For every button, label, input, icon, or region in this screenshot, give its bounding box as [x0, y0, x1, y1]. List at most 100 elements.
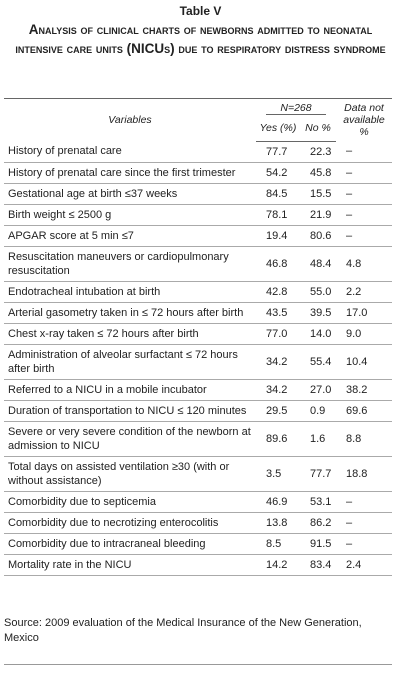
- yes-value: 77.0: [256, 323, 300, 345]
- no-value: 53.1: [300, 491, 336, 513]
- table-row: History of prenatal care 77.7 22.3–: [4, 141, 392, 163]
- not-available-value: –: [336, 225, 392, 247]
- bottom-rule: [4, 664, 392, 665]
- yes-value: 42.8: [256, 281, 300, 303]
- data-table: Variables N=268 Data not available % Yes…: [4, 98, 392, 576]
- table-row: Mortality rate in the NICU 14.2 83.4 2.4: [4, 554, 392, 576]
- variable: Arterial gasometry taken in ≤ 72 hours a…: [4, 302, 256, 324]
- no-value: 45.8: [300, 162, 336, 184]
- variable: Chest x-ray taken ≤ 72 hours after birth: [4, 323, 256, 345]
- not-available-value: 38.2: [336, 379, 392, 401]
- variable: APGAR score at 5 min ≤7: [4, 225, 256, 247]
- table-row: Total days on assisted ventilation ≥30 (…: [4, 456, 392, 492]
- table-row: Arterial gasometry taken in ≤ 72 hours a…: [4, 302, 392, 324]
- header-row: Variables N=268 Data not available %: [4, 99, 392, 138]
- variable: Administration of alveolar surfactant ≤ …: [4, 344, 256, 380]
- header-row: Yes (%) No %: [4, 118, 392, 142]
- yes-value: 46.8: [256, 246, 300, 282]
- table-row: APGAR score at 5 min ≤7 19.4 80.6–: [4, 225, 392, 247]
- variable: Gestational age at birth ≤37 weeks: [4, 183, 256, 205]
- no-value: 55.0: [300, 281, 336, 303]
- no-value: 91.5: [300, 533, 336, 555]
- table-row: Referred to a NICU in a mobile incubator…: [4, 379, 392, 401]
- not-available-value: –: [336, 491, 392, 513]
- table-row: Severe or very severe condition of the n…: [4, 421, 392, 457]
- not-available-value: –: [336, 141, 392, 163]
- not-available-value: 8.8: [336, 421, 392, 457]
- header-variables: Variables: [108, 114, 152, 126]
- table-row: Endotracheal intubation at birth 42.8 55.0…: [4, 281, 392, 303]
- variable: Referred to a NICU in a mobile incubator: [4, 379, 256, 401]
- variable: History of prenatal care since the first…: [4, 162, 256, 184]
- not-available-value: –: [336, 204, 392, 226]
- table-row: Duration of transportation to NICU ≤ 120…: [4, 400, 392, 422]
- variable: Resuscitation maneuvers or cardiopulmona…: [4, 246, 256, 282]
- yes-value: 46.9: [256, 491, 300, 513]
- not-available-value: –: [336, 533, 392, 555]
- header-no: No %: [300, 118, 336, 142]
- variable: Comorbidity due to necrotizing enterocol…: [4, 512, 256, 534]
- table-row: Birth weight ≤ 2500 g 78.1 21.9–: [4, 204, 392, 226]
- table-row: History of prenatal care since the first…: [4, 162, 392, 184]
- not-available-value: 2.4: [336, 554, 392, 576]
- table-row: Comorbidity due to necrotizing enterocol…: [4, 512, 392, 534]
- table-row: Comorbidity due to intracraneal bleeding…: [4, 533, 392, 555]
- no-value: 80.6: [300, 225, 336, 247]
- not-available-value: 18.8: [336, 456, 392, 492]
- not-available-value: –: [336, 512, 392, 534]
- yes-value: 77.7: [256, 141, 300, 163]
- variable: Duration of transportation to NICU ≤ 120…: [4, 400, 256, 422]
- variable: Total days on assisted ventilation ≥30 (…: [4, 456, 256, 492]
- header-not-available: Data not available %: [343, 102, 385, 138]
- variable: Endotracheal intubation at birth: [4, 281, 256, 303]
- variable: Comorbidity due to intracraneal bleeding: [4, 533, 256, 555]
- table-body: History of prenatal care 77.7 22.3– History…: [4, 141, 392, 576]
- source-note: Source: 2009 evaluation of the Medical I…: [4, 617, 362, 644]
- variable: Comorbidity due to septicemia: [4, 491, 256, 513]
- header-n-text: N=268: [266, 102, 326, 115]
- variable: Mortality rate in the NICU: [4, 554, 256, 576]
- no-value: 1.6: [300, 421, 336, 457]
- yes-value: 3.5: [256, 456, 300, 492]
- no-value: 22.3: [300, 141, 336, 163]
- yes-value: 34.2: [256, 379, 300, 401]
- no-value: 83.4: [300, 554, 336, 576]
- no-value: 14.0: [300, 323, 336, 345]
- not-available-value: 9.0: [336, 323, 392, 345]
- no-value: 77.7: [300, 456, 336, 492]
- no-value: 39.5: [300, 302, 336, 324]
- table-title: Analysis of clinical charts of newborns …: [15, 22, 386, 56]
- not-available-value: 4.8: [336, 246, 392, 282]
- table-header: Variables N=268 Data not available % Yes…: [4, 99, 392, 142]
- yes-value: 13.8: [256, 512, 300, 534]
- variable: Birth weight ≤ 2500 g: [4, 204, 256, 226]
- no-value: 0.9: [300, 400, 336, 422]
- not-available-value: 2.2: [336, 281, 392, 303]
- yes-value: 84.5: [256, 183, 300, 205]
- yes-value: 29.5: [256, 400, 300, 422]
- header-yes: Yes (%): [256, 118, 300, 142]
- not-available-value: –: [336, 162, 392, 184]
- yes-value: 19.4: [256, 225, 300, 247]
- not-available-value: 69.6: [336, 400, 392, 422]
- not-available-value: 17.0: [336, 302, 392, 324]
- no-value: 15.5: [300, 183, 336, 205]
- table-label: Table V: [179, 4, 222, 18]
- no-value: 21.9: [300, 204, 336, 226]
- no-value: 48.4: [300, 246, 336, 282]
- no-value: 86.2: [300, 512, 336, 534]
- variable: History of prenatal care: [4, 141, 256, 163]
- table-row: Comorbidity due to septicemia 46.9 53.1–: [4, 491, 392, 513]
- yes-value: 34.2: [256, 344, 300, 380]
- yes-value: 43.5: [256, 302, 300, 324]
- variable: Severe or very severe condition of the n…: [4, 421, 256, 457]
- yes-value: 14.2: [256, 554, 300, 576]
- no-value: 55.4: [300, 344, 336, 380]
- not-available-value: –: [336, 183, 392, 205]
- table-row: Resuscitation maneuvers or cardiopulmona…: [4, 246, 392, 282]
- table-row: Chest x-ray taken ≤ 72 hours after birth…: [4, 323, 392, 345]
- not-available-value: 10.4: [336, 344, 392, 380]
- header-n: N=268: [256, 99, 336, 119]
- yes-value: 54.2: [256, 162, 300, 184]
